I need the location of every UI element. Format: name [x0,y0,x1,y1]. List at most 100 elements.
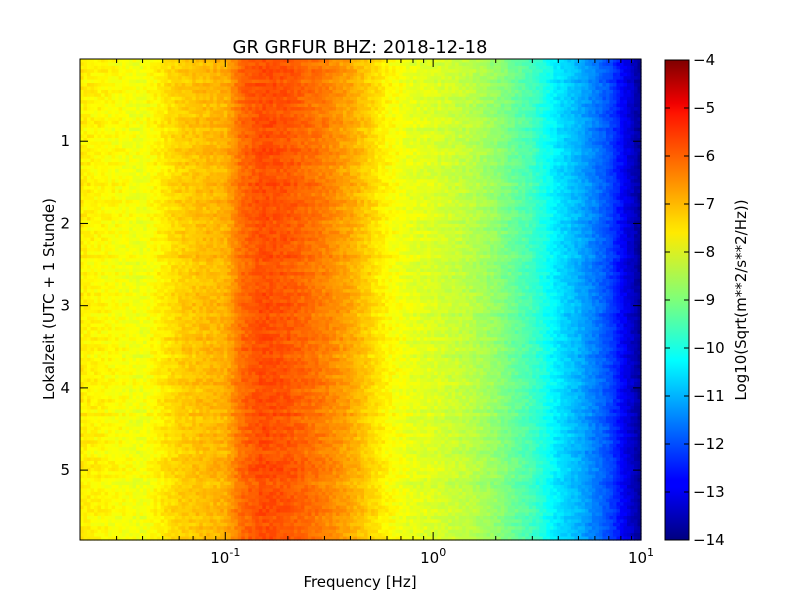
heatmap-cell [269,100,274,105]
heatmap-cell [546,96,551,101]
heatmap-cell [472,89,477,94]
heatmap-cell [584,103,590,108]
heatmap-cell [83,100,88,105]
heatmap-cell [581,93,586,98]
heatmap-cell [129,86,134,91]
heatmap-cell [392,76,397,81]
heatmap-cell [374,65,379,70]
heatmap-cell [605,138,611,143]
heatmap-cell [546,76,551,81]
heatmap-cell [637,103,642,108]
heatmap-cell [80,120,85,125]
heatmap-cell [304,59,309,64]
heatmap-cell [448,59,453,64]
heatmap-cell [328,96,334,101]
heatmap-cell [465,151,470,156]
heatmap-cell [111,69,116,74]
heatmap-cell [570,59,575,64]
heatmap-cell [262,89,267,94]
heatmap-cell [174,113,179,119]
heatmap-cell [591,62,597,67]
heatmap-cell [451,69,456,74]
heatmap-cell [371,65,376,70]
heatmap-cell [111,113,116,119]
heatmap-cell [97,110,102,115]
heatmap-cell [430,69,435,74]
heatmap-cell [164,65,169,70]
heatmap-cell [420,72,425,77]
heatmap-cell [332,76,337,81]
heatmap-cell [553,79,558,84]
heatmap-cell [223,107,228,112]
heatmap-cell [514,69,519,74]
heatmap-cell [609,103,614,108]
heatmap-cell [626,83,632,88]
heatmap-cell [353,131,358,136]
heatmap-cell [314,89,320,94]
heatmap-cell [293,86,298,91]
heatmap-cell [486,76,491,81]
heatmap-cell [486,69,491,74]
heatmap-cell [269,155,274,160]
heatmap-cell [546,62,551,67]
heatmap-cell [388,107,393,112]
heatmap-cell [304,86,309,91]
heatmap-cell [378,138,383,143]
heatmap-cell [167,117,172,122]
heatmap-cell [490,151,495,156]
heatmap-cell [623,103,628,108]
heatmap-cell [83,120,88,125]
heatmap-cell [349,155,355,160]
heatmap-cell [581,59,586,64]
heatmap-cell [577,151,582,156]
heatmap-cell [581,127,586,132]
heatmap-cell [262,96,267,101]
heatmap-cell [262,151,267,156]
heatmap-cell [605,127,611,132]
heatmap-cell [360,103,365,108]
heatmap-cell [297,65,302,70]
heatmap-cell [427,96,432,101]
heatmap-cell [104,110,109,115]
heatmap-cell [80,103,85,108]
heatmap-cell [314,103,320,108]
heatmap-cell [577,76,582,81]
heatmap-cell [630,65,635,70]
heatmap-cell [227,151,232,156]
heatmap-cell [570,127,575,132]
heatmap-cell [328,100,334,105]
heatmap-cell [483,103,488,108]
heatmap-cell [216,76,221,81]
heatmap-cell [584,131,590,136]
heatmap-cell [584,120,590,125]
heatmap-cell [125,62,130,67]
heatmap-cell [437,155,442,160]
heatmap-cell [307,72,313,77]
heatmap-cell [108,69,113,74]
heatmap-cell [546,151,551,156]
heatmap-cell [406,62,411,67]
heatmap-cell [192,93,197,98]
heatmap-cell [227,89,232,94]
heatmap-cell [633,110,639,115]
heatmap-cell [115,117,120,122]
heatmap-cell [486,96,491,101]
heatmap-cell [570,100,575,105]
heatmap-cell [549,144,554,149]
heatmap-cell [269,151,274,156]
heatmap-cell [174,100,179,105]
heatmap-cell [290,151,295,156]
heatmap-cell [602,113,607,119]
heatmap-cell [577,110,582,115]
heatmap-cell [118,62,123,67]
heatmap-cell [413,62,418,67]
heatmap-cell [546,69,551,74]
heatmap-cell [311,62,316,67]
heatmap-cell [525,83,530,88]
heatmap-cell [181,103,186,108]
heatmap-cell [213,127,218,132]
heatmap-cell [318,162,323,167]
heatmap-cell [157,113,162,119]
heatmap-cell [104,76,109,81]
heatmap-cell [612,86,618,91]
